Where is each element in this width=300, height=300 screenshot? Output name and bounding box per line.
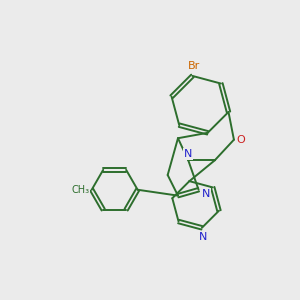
Text: Br: Br <box>188 61 200 71</box>
Text: O: O <box>236 135 245 145</box>
Text: N: N <box>199 232 208 242</box>
Text: CH₃: CH₃ <box>71 185 90 195</box>
Text: N: N <box>184 149 192 159</box>
Text: N: N <box>202 189 210 199</box>
